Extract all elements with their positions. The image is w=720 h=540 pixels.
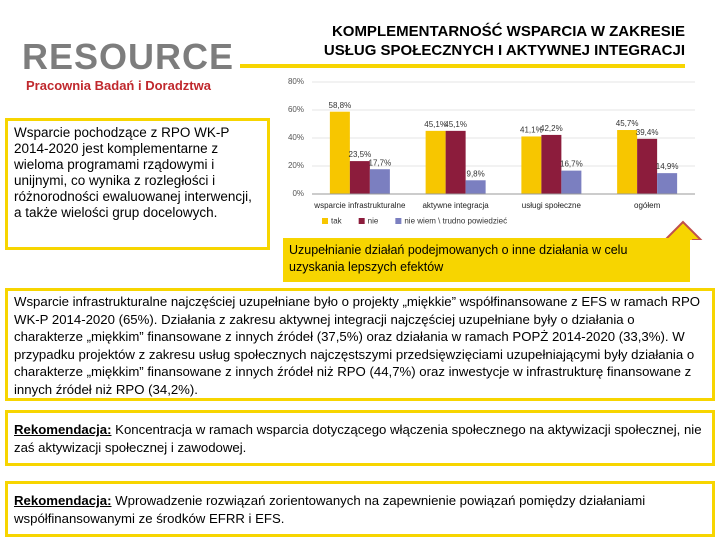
x-tick-label: wsparcie infrastrukturalne [313,201,406,210]
value-label: 42,2% [540,124,563,133]
bar [541,134,562,194]
y-tick-label: 60% [288,105,304,114]
arrow-icon [663,220,703,240]
value-label: 9,8% [467,169,485,178]
bar [425,130,446,194]
value-label: 45,1% [444,120,467,129]
x-tick-label: aktywne integracja [422,201,489,210]
legend-label: nie [368,217,379,226]
chart-note: Uzupełnianie działań podejmowanych o inn… [283,238,690,282]
logo-tagline: Pracownia Badań i Doradztwa [26,78,211,93]
rec-label: Rekomendacja: [14,493,112,508]
legend-label: tak [331,217,343,226]
y-tick-label: 20% [288,161,304,170]
bar [369,169,390,194]
bar [445,130,466,194]
chart: 0% 20% 40% 60% 80% wsparcie infrastrukturalne… [288,77,703,240]
value-label: 16,7% [560,160,583,169]
paragraph: Wsparcie infrastrukturalne najczęściej u… [5,288,715,401]
legend-swatch [322,218,328,224]
x-tick-label: usługi społeczne [522,201,582,210]
value-label: 58,8% [329,101,352,110]
bar [561,170,582,194]
value-label: 45,1% [424,120,447,129]
rec-label: Rekomendacja: [14,422,112,437]
title-line: KOMPLEMENTARNOŚĆ WSPARCIA W ZAKRESIE [331,23,685,40]
left-box: Wsparcie pochodzące z RPO WK-P 2014-2020… [5,118,270,250]
value-label: 45,7% [616,119,639,128]
y-tick-label: 80% [288,77,304,86]
value-label: 23,5% [349,150,372,159]
rec-text: Koncentracja w ramach wsparcia dotyczące… [14,422,702,455]
value-label: 39,4% [636,128,659,137]
bar [465,180,486,194]
value-label: 41,1% [520,126,543,135]
recommendation: Rekomendacja: Wprowadzenie rozwiązań zor… [5,481,715,537]
bar [521,136,542,194]
bar [617,130,638,194]
logo: RESOURCE [22,36,235,77]
y-tick-label: 0% [292,189,304,198]
recommendation: Rekomendacja: Koncentracja w ramach wspa… [5,410,715,466]
bar [657,173,678,194]
bar [637,138,658,194]
value-label: 17,7% [369,158,392,167]
legend-swatch [395,218,402,224]
legend-label: nie wiem \ trudno powiedzieć [404,217,507,226]
bar [329,111,350,194]
y-tick-label: 40% [288,133,304,142]
legend-swatch [358,218,365,224]
bar [349,161,370,194]
rec-text: Wprowadzenie rozwiązań zorientowanych na… [14,493,646,526]
title-line: USŁUG SPOŁECZNYCH I AKTYWNEJ INTEGRACJI [323,42,685,59]
slide-title: KOMPLEMENTARNOŚĆ WSPARCIA W ZAKRESIE USŁ… [240,22,685,68]
value-label: 14,9% [656,162,679,171]
x-tick-label: ogółem [634,201,661,210]
